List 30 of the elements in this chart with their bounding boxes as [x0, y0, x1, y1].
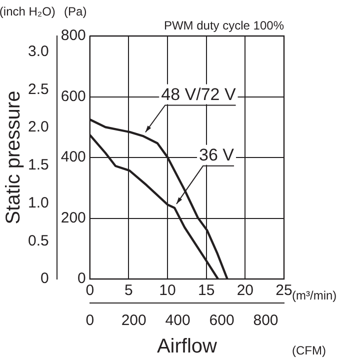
y-tick-label: 400	[60, 148, 86, 166]
text: (Pa)	[64, 4, 87, 18]
x-axis-title: Airflow	[156, 336, 218, 358]
text: 36 V	[199, 146, 235, 165]
y2-axis-title: Static pressure	[2, 90, 25, 224]
y2-tick-label: 0.5	[28, 232, 49, 250]
y-tick-label: 0	[78, 270, 86, 288]
x-tick-label: 25	[276, 282, 292, 300]
y2-tick-label: 1.5	[28, 156, 49, 174]
y2-tick-label: 3.0	[28, 43, 49, 60]
y2-tick-label: 2.0	[28, 118, 49, 136]
text: (CFM)	[292, 343, 326, 358]
x2-tick-label: 800	[253, 312, 278, 330]
text: 48 V/72 V	[161, 84, 236, 104]
y-tick-label: 800	[60, 27, 86, 44]
x2-tick-label: 200	[121, 312, 146, 330]
y2-tick-label: 1.0	[28, 194, 49, 212]
x-tick-label: 10	[159, 282, 176, 300]
text: (inch H₂O)	[0, 4, 56, 18]
chart-subtitle: PWM duty cycle 100%	[164, 18, 284, 32]
x2-tick-label: 600	[209, 312, 234, 330]
y-tick-label: 600	[60, 88, 86, 105]
x2-tick-label: 400	[165, 312, 190, 330]
y2-tick-label: 0	[40, 270, 49, 288]
x-tick-label: 5	[124, 282, 133, 300]
text: (m³/min)	[292, 288, 337, 302]
y2-tick-label: 2.5	[28, 80, 49, 98]
y-tick-label: 200	[60, 209, 86, 226]
x-tick-label: 15	[198, 282, 215, 300]
x-tick-label: 20	[236, 282, 254, 300]
